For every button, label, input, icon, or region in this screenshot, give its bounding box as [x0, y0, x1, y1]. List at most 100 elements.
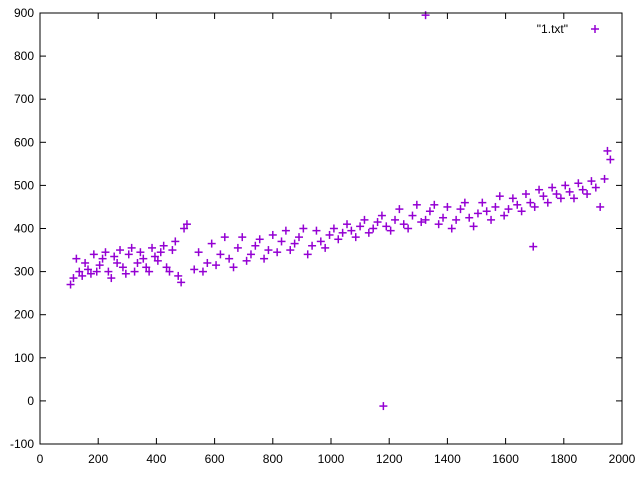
data-point: [521, 190, 530, 199]
data-point: [174, 271, 183, 280]
data-point: [92, 267, 101, 276]
data-point: [212, 261, 221, 270]
x-tick-label: 2000: [609, 452, 636, 466]
data-point: [578, 185, 587, 194]
x-tick-label: 600: [205, 452, 225, 466]
data-point: [329, 224, 338, 233]
y-tick-label: 600: [14, 135, 34, 149]
data-point: [145, 267, 154, 276]
y-tick-label: 0: [27, 394, 34, 408]
data-point: [277, 237, 286, 246]
data-point: [136, 248, 145, 257]
data-point: [535, 185, 544, 194]
x-tick-label: 1600: [492, 452, 519, 466]
data-point: [408, 211, 417, 220]
data-point: [556, 194, 565, 203]
data-point: [78, 271, 87, 280]
data-point: [482, 207, 491, 216]
data-point: [351, 233, 360, 242]
data-point: [180, 224, 189, 233]
data-point: [177, 278, 186, 287]
x-tick-label: 1800: [550, 452, 577, 466]
data-point: [513, 200, 522, 209]
data-point: [220, 233, 229, 242]
data-point: [539, 192, 548, 201]
data-point: [364, 228, 373, 237]
data-point: [379, 402, 388, 411]
data-point: [478, 198, 487, 207]
data-point: [504, 205, 513, 214]
data-point: [69, 274, 78, 283]
data-point: [101, 248, 110, 257]
data-point: [316, 237, 325, 246]
data-point: [508, 194, 517, 203]
y-tick-label: 200: [14, 308, 34, 322]
data-point: [465, 213, 474, 222]
data-point: [447, 224, 456, 233]
data-point: [343, 220, 352, 229]
data-point: [95, 261, 104, 270]
data-point: [130, 267, 139, 276]
data-point: [312, 226, 321, 235]
data-point: [81, 258, 90, 267]
data-point: [165, 267, 174, 276]
data-point: [529, 242, 538, 251]
data-point: [373, 218, 382, 227]
data-point: [552, 190, 561, 199]
y-tick-label: 900: [14, 6, 34, 20]
data-point: [417, 218, 426, 227]
data-point: [113, 258, 122, 267]
legend: "1.txt": [537, 22, 599, 36]
data-point: [360, 215, 369, 224]
data-point: [299, 224, 308, 233]
data-point: [600, 174, 609, 183]
data-point: [229, 263, 238, 272]
data-point: [133, 258, 142, 267]
data-point: [399, 220, 408, 229]
data-points: [66, 11, 615, 411]
data-point: [286, 246, 295, 255]
data-point: [347, 226, 356, 235]
data-point: [171, 237, 180, 246]
data-point: [561, 181, 570, 190]
data-point: [569, 194, 578, 203]
data-point: [469, 222, 478, 231]
data-point: [382, 222, 391, 231]
data-point: [264, 246, 273, 255]
data-point: [142, 263, 151, 272]
data-point: [596, 202, 605, 211]
data-point: [587, 177, 596, 186]
data-point: [548, 183, 557, 192]
data-point: [487, 215, 496, 224]
data-point: [84, 265, 93, 274]
data-point: [66, 280, 75, 289]
data-point: [156, 248, 165, 257]
data-point: [233, 243, 242, 252]
data-point: [255, 235, 264, 244]
y-tick-label: 300: [14, 265, 34, 279]
data-point: [118, 263, 127, 272]
data-point: [89, 250, 98, 259]
x-tick-label: 1200: [376, 452, 403, 466]
data-point: [321, 243, 330, 252]
data-point: [98, 254, 107, 263]
data-point: [72, 254, 81, 263]
data-point: [121, 269, 130, 278]
data-point: [127, 243, 136, 252]
data-point: [543, 198, 552, 207]
data-point: [116, 246, 125, 255]
data-point: [268, 230, 277, 239]
data-point: [86, 269, 95, 278]
data-point: [439, 213, 448, 222]
data-point: [273, 248, 282, 257]
data-point: [412, 200, 421, 209]
data-point: [500, 211, 509, 220]
data-point: [356, 222, 365, 231]
data-point: [325, 230, 334, 239]
data-point: [425, 207, 434, 216]
data-point: [281, 226, 290, 235]
data-point: [452, 215, 461, 224]
data-point: [421, 11, 430, 20]
data-point: [303, 250, 312, 259]
y-tick-label: 500: [14, 178, 34, 192]
